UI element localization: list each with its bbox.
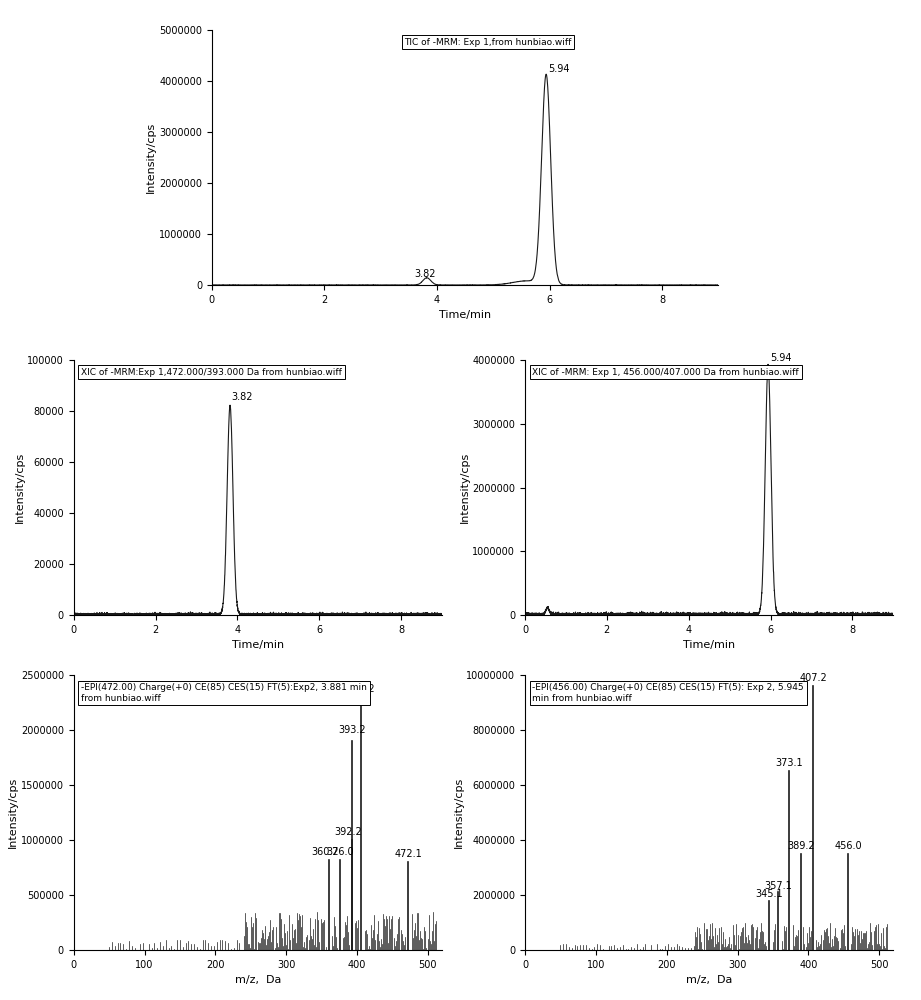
Text: 373.1: 373.1	[775, 758, 803, 768]
X-axis label: Time/min: Time/min	[439, 310, 491, 320]
Text: TIC of -MRM: Exp 1,from hunbiao.wiff: TIC of -MRM: Exp 1,from hunbiao.wiff	[404, 38, 572, 47]
X-axis label: m/z,  Da: m/z, Da	[235, 975, 281, 985]
Y-axis label: Intensity/cps: Intensity/cps	[15, 452, 25, 523]
Text: 376.0: 376.0	[326, 847, 354, 857]
Text: 3.82: 3.82	[414, 269, 436, 279]
Text: 3.82: 3.82	[232, 392, 253, 402]
X-axis label: Time/min: Time/min	[232, 640, 284, 650]
Text: 360.2: 360.2	[311, 847, 339, 857]
Text: -EPI(456.00) Charge(+0) CE(85) CES(15) FT(5): Exp 2, 5.945
min from hunbiao.wiff: -EPI(456.00) Charge(+0) CE(85) CES(15) F…	[532, 683, 804, 703]
Text: XIC of -MRM: Exp 1, 456.000/407.000 Da from hunbiao.wiff: XIC of -MRM: Exp 1, 456.000/407.000 Da f…	[532, 368, 799, 377]
Text: 5.94: 5.94	[770, 353, 791, 363]
Text: -EPI(472.00) Charge(+0) CE(85) CES(15) FT(5):Exp2, 3.881 min
from hunbiao.wiff: -EPI(472.00) Charge(+0) CE(85) CES(15) F…	[81, 683, 367, 703]
Text: XIC of -MRM:Exp 1,472.000/393.000 Da from hunbiao.wiff: XIC of -MRM:Exp 1,472.000/393.000 Da fro…	[81, 368, 342, 377]
Text: 345.1: 345.1	[755, 889, 783, 899]
Text: 407.2: 407.2	[799, 673, 827, 683]
Text: 5.94: 5.94	[548, 64, 570, 74]
Text: 472.1: 472.1	[394, 849, 422, 859]
X-axis label: m/z,  Da: m/z, Da	[686, 975, 732, 985]
Y-axis label: Intensity/cps: Intensity/cps	[146, 122, 157, 193]
X-axis label: Time/min: Time/min	[683, 640, 735, 650]
Text: 392.2: 392.2	[334, 827, 362, 837]
Y-axis label: Intensity/cps: Intensity/cps	[453, 777, 463, 848]
Text: 406.2: 406.2	[347, 684, 375, 694]
Y-axis label: Intensity/cps: Intensity/cps	[8, 777, 18, 848]
Text: 389.2: 389.2	[787, 841, 814, 851]
Text: 456.0: 456.0	[834, 841, 862, 851]
Y-axis label: Intensity/cps: Intensity/cps	[460, 452, 470, 523]
Text: 393.2: 393.2	[338, 725, 366, 735]
Text: 357.1: 357.1	[764, 881, 792, 891]
